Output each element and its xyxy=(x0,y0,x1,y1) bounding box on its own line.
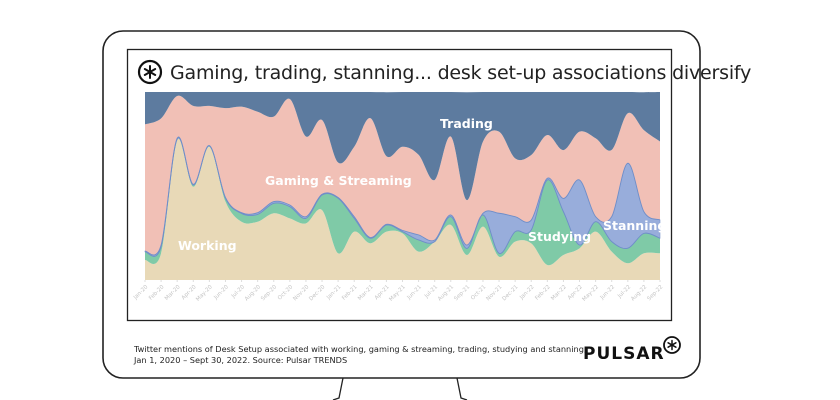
caption-line-1: Twitter mentions of Desk Setup associate… xyxy=(134,344,587,354)
brand-name: PULSAR xyxy=(583,344,665,364)
monitor-stand-left xyxy=(332,377,344,400)
monitor-stand-right xyxy=(456,377,468,400)
series-label-trading: Trading xyxy=(440,116,493,131)
brand-logo-icon xyxy=(663,336,681,354)
series-label-working: Working xyxy=(178,238,237,253)
series-label-gaming-streaming: Gaming & Streaming xyxy=(265,173,412,188)
pulsar-logo-icon xyxy=(137,59,163,85)
caption-line-2: Jan 1, 2020 – Sept 30, 2022. Source: Pul… xyxy=(134,355,348,365)
area-working xyxy=(145,138,660,280)
series-label-studying: Studying xyxy=(528,229,591,244)
series-label-stanning: Stanning xyxy=(603,218,666,233)
area-trading xyxy=(145,92,660,201)
boundary-line xyxy=(144,136,661,256)
area-studying xyxy=(145,137,660,266)
chart-title: Gaming, trading, stanning... desk set-up… xyxy=(170,62,752,84)
chart-caption: Twitter mentions of Desk Setup associate… xyxy=(134,344,587,366)
area-gaming-streaming xyxy=(145,95,660,255)
